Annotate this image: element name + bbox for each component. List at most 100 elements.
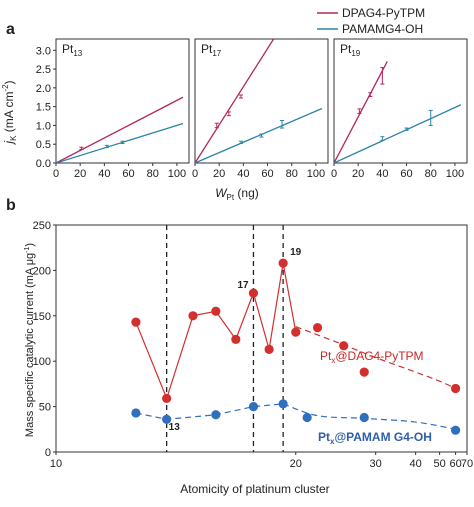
subplot-2: Pt17 0 20 40 60 80 100 — [192, 38, 329, 180]
series-pamam — [195, 107, 323, 163]
subplot-title: Pt17 — [201, 42, 222, 58]
panel-b-label: b — [6, 197, 16, 214]
red-point — [339, 341, 349, 351]
blue-point — [211, 410, 221, 420]
series-pamam — [334, 104, 462, 163]
x-tick-label: 80 — [147, 168, 159, 180]
legend-label-dpag4: DPAG4-PyTPM — [342, 6, 425, 20]
annotation-19: 19 — [290, 247, 302, 258]
series-label-blue: Ptx@PAMAM G4-OH — [318, 430, 432, 446]
blue-line — [135, 403, 284, 420]
x-tick-label: 50 — [433, 458, 445, 470]
red-point — [291, 327, 301, 337]
subplot-frame — [333, 38, 468, 164]
red-point — [312, 323, 323, 333]
red-point — [359, 367, 369, 377]
annotation-17: 17 — [237, 280, 249, 291]
x-tick-label: 60 — [122, 168, 134, 180]
x-tick-label: 80 — [425, 168, 437, 180]
x-tick-label: 10 — [50, 458, 62, 470]
y-tick-label: 0.5 — [36, 139, 51, 151]
x-tick-label: 20 — [74, 168, 86, 180]
panel-a-label: a — [6, 21, 15, 38]
x-tick-label: 0 — [192, 168, 198, 180]
subplot-1: Pt13 0 20 40 60 80 100 0.0 0.5 1.0 1.5 2.0 2.5 3.0 — [36, 38, 190, 180]
blue-point — [302, 412, 312, 423]
red-point — [211, 306, 221, 316]
x-tick-label: 100 — [168, 168, 186, 180]
series-label-red: Ptx@DAG4-PyTPM — [320, 349, 424, 365]
y-tick-label: 150 — [33, 311, 51, 323]
panel-b-ylabel: Mass specific catalytic current (mA μg-1… — [24, 243, 36, 437]
red-point — [278, 258, 288, 268]
red-point — [231, 334, 241, 345]
panel-b-frame — [55, 224, 468, 453]
subplot-frame — [55, 38, 190, 164]
x-tick-label: 70 — [461, 458, 473, 470]
series-pamam — [56, 122, 184, 163]
x-tick-label: 40 — [237, 168, 249, 180]
y-tick-label: 1.5 — [36, 102, 51, 114]
panel-b-plot: 10 20 30 40 50 60 70 0 50 100 150 200 250 13 17 19 Ptx@D… — [33, 220, 473, 470]
blue-point — [162, 414, 172, 424]
x-tick-label: 20 — [352, 168, 364, 180]
red-point — [264, 344, 274, 354]
y-tick-label: 0.0 — [36, 158, 51, 170]
x-tick-label: 80 — [286, 168, 298, 180]
series-dpag4 — [334, 61, 388, 163]
fit-line — [56, 122, 184, 163]
y-tick-label: 0 — [45, 447, 51, 459]
series-dpag4 — [195, 39, 275, 163]
x-tick-label: 100 — [307, 168, 325, 180]
x-tick-label: 60 — [400, 168, 412, 180]
red-point — [248, 288, 259, 298]
y-tick-label: 2.0 — [36, 83, 51, 95]
subplot-title: Pt19 — [340, 42, 361, 58]
x-tick-label: 20 — [213, 168, 225, 180]
x-tick-label: 60 — [449, 458, 461, 470]
blue-point — [278, 399, 288, 409]
x-tick-label: 0 — [331, 168, 337, 180]
subplot-frame — [194, 38, 329, 164]
x-tick-label: 40 — [376, 168, 388, 180]
panel-b-xlabel: Atomicity of platinum cluster — [180, 482, 329, 496]
fit-line — [334, 104, 462, 163]
red-point — [131, 317, 141, 327]
series-red — [131, 258, 461, 404]
red-point — [450, 383, 461, 394]
y-tick-label: 250 — [33, 220, 51, 232]
annotation-13: 13 — [169, 422, 181, 433]
blue-point — [450, 425, 461, 435]
y-tick-label: 1.0 — [36, 120, 51, 132]
red-point — [188, 311, 198, 321]
y-tick-label: 200 — [33, 265, 51, 277]
fit-line — [195, 39, 275, 163]
panel-a-xlabel: WPt (ng) — [215, 186, 259, 202]
x-tick-label: 20 — [290, 458, 302, 470]
y-tick-label: 2.5 — [36, 64, 51, 76]
blue-point — [248, 402, 259, 412]
red-trend-line — [295, 326, 456, 389]
subplot-title: Pt13 — [62, 42, 83, 58]
y-tick-label: 100 — [33, 356, 51, 368]
series-blue — [131, 399, 461, 435]
subplot-3: Pt19 0 20 40 60 80 100 — [331, 38, 468, 180]
legend: DPAG4-PyTPM PAMAMG4-OH — [317, 6, 425, 36]
x-tick-label: 40 — [410, 458, 422, 470]
x-tick-label: 60 — [261, 168, 273, 180]
series-dpag4 — [56, 96, 184, 163]
legend-label-pamam: PAMAMG4-OH — [342, 22, 423, 36]
red-solid-line — [135, 262, 297, 401]
fit-line — [56, 96, 184, 163]
x-tick-label: 40 — [98, 168, 110, 180]
y-tick-label: 3.0 — [36, 45, 51, 57]
red-point — [162, 393, 172, 404]
x-tick-label: 0 — [53, 168, 59, 180]
fit-line — [195, 107, 323, 163]
fit-line — [334, 61, 388, 163]
blue-point — [359, 412, 369, 423]
x-tick-label: 100 — [446, 168, 464, 180]
blue-point — [131, 408, 141, 418]
